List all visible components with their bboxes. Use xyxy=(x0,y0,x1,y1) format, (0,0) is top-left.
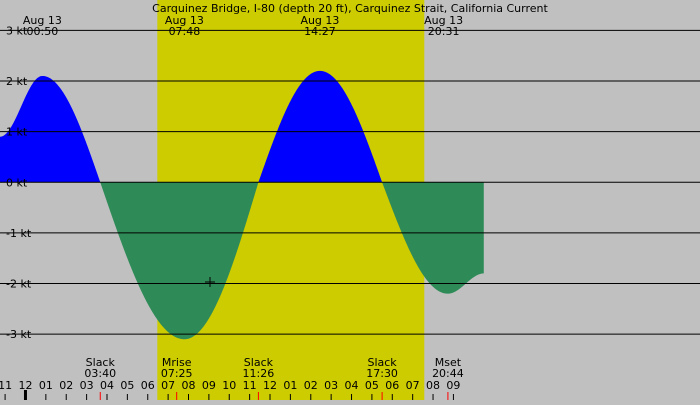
hour-tick-label: 06 xyxy=(385,379,399,392)
hour-tick-label: 07 xyxy=(161,379,175,392)
event-time-label: 03:40 xyxy=(84,367,116,380)
flood-current-area xyxy=(0,70,484,183)
event-label: Slack xyxy=(86,356,116,369)
event-time-label: 20:44 xyxy=(432,367,464,380)
event-label: Slack xyxy=(367,356,397,369)
hour-tick-label: 04 xyxy=(100,379,114,392)
y-tick-label: 1 kt xyxy=(6,126,28,139)
hour-tick-label: 02 xyxy=(304,379,318,392)
peak-time-label: 20:31 xyxy=(428,25,460,38)
y-tick-label: 3 kt xyxy=(6,24,28,37)
hour-tick-label: 11 xyxy=(0,379,12,392)
hour-tick-label: 12 xyxy=(263,379,277,392)
hour-tick-label: 12 xyxy=(18,379,32,392)
hour-tick-label: 09 xyxy=(202,379,216,392)
hour-tick-label: 09 xyxy=(446,379,460,392)
peak-date-label: Aug 13 xyxy=(165,14,204,27)
hour-tick-label: 11 xyxy=(243,379,257,392)
peak-time-label: 07:48 xyxy=(169,25,201,38)
event-label: Mrise xyxy=(162,356,192,369)
hour-tick-label: 03 xyxy=(324,379,338,392)
chart-title: Carquinez Bridge, I-80 (depth 20 ft), Ca… xyxy=(152,2,548,15)
y-tick-label: 2 kt xyxy=(6,75,28,88)
y-tick-label: 0 kt xyxy=(6,176,28,189)
event-label: Slack xyxy=(244,356,274,369)
crosshair-cursor-icon xyxy=(205,277,215,287)
hour-tick-label: 08 xyxy=(182,379,196,392)
hour-tick-label: 04 xyxy=(345,379,359,392)
peak-time-label: 00:50 xyxy=(27,25,59,38)
hour-tick-label: 05 xyxy=(120,379,134,392)
y-tick-label: -3 kt xyxy=(6,328,32,341)
hour-tick-label: 06 xyxy=(141,379,155,392)
ebb-current-area xyxy=(0,182,484,340)
y-tick-label: -1 kt xyxy=(6,227,32,240)
peak-date-label: Aug 13 xyxy=(300,14,339,27)
peak-date-label: Aug 13 xyxy=(23,14,62,27)
peak-date-label: Aug 13 xyxy=(424,14,463,27)
event-time-label: 11:26 xyxy=(243,367,275,380)
event-time-label: 17:30 xyxy=(366,367,398,380)
hour-tick-label: 03 xyxy=(80,379,94,392)
hour-tick-label: 10 xyxy=(222,379,236,392)
hour-tick-label: 01 xyxy=(283,379,297,392)
hour-tick-label: 05 xyxy=(365,379,379,392)
hour-tick-label: 08 xyxy=(426,379,440,392)
hour-tick-label: 07 xyxy=(406,379,420,392)
peak-time-label: 14:27 xyxy=(304,25,336,38)
hour-tick-label: 01 xyxy=(39,379,53,392)
event-label: Mset xyxy=(435,356,462,369)
y-tick-label: -2 kt xyxy=(6,278,32,291)
event-time-label: 07:25 xyxy=(161,367,193,380)
hour-tick-label: 02 xyxy=(59,379,73,392)
